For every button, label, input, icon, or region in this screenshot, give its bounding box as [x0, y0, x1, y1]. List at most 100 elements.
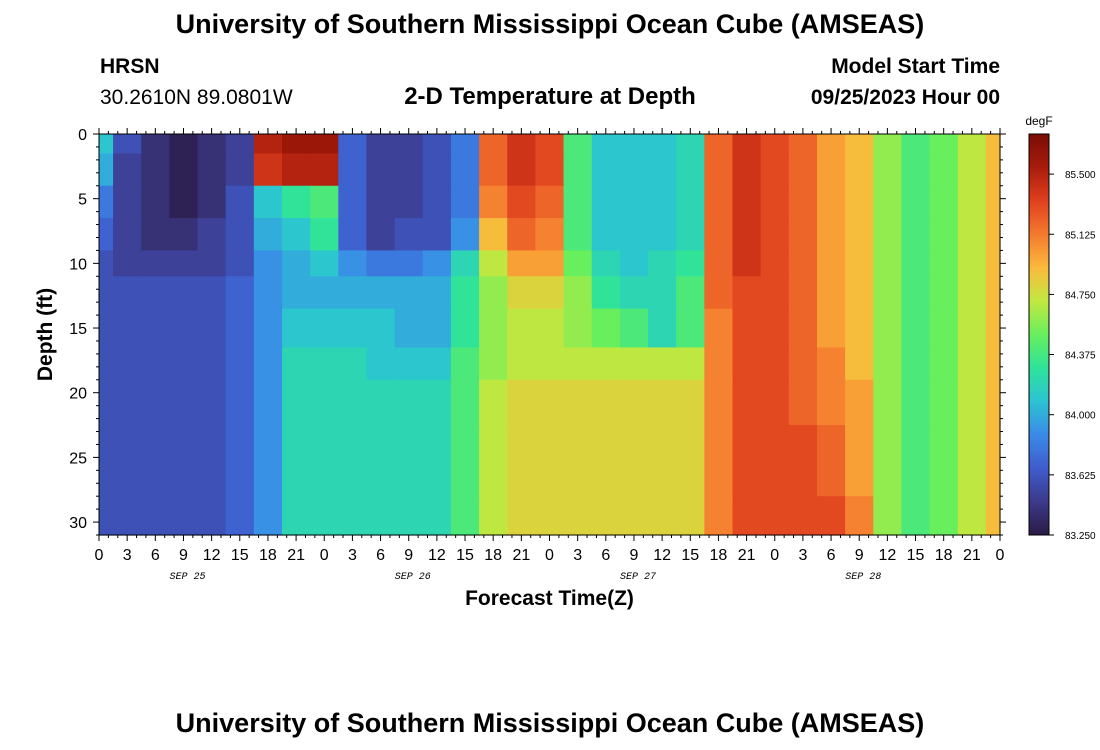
heatmap-cell	[704, 218, 734, 252]
footer-title: University of Southern Mississippi Ocean…	[175, 708, 925, 738]
heatmap-cell	[507, 185, 537, 219]
heatmap-cell	[704, 308, 734, 349]
heatmap-cell	[591, 185, 621, 219]
heatmap-cell	[985, 134, 1001, 154]
heatmap-cell	[676, 496, 705, 536]
heatmap-cell	[169, 153, 199, 187]
heatmap-cell	[99, 276, 114, 310]
heatmap-cell	[845, 347, 874, 381]
heatmap-cell	[676, 276, 705, 310]
heatmap-cell	[873, 185, 903, 219]
heatmap-cell	[338, 153, 368, 187]
heatmap-cell	[366, 250, 396, 277]
heatmap-cell	[310, 276, 339, 310]
heatmap-cell	[310, 425, 339, 497]
heatmap-cell	[563, 347, 593, 381]
heatmap-cell	[929, 308, 959, 349]
heatmap-cell	[648, 218, 677, 252]
heatmap-cell	[985, 153, 1001, 187]
heatmap-cell	[788, 153, 818, 187]
page-title: University of Southern Mississippi Ocean…	[175, 9, 925, 39]
heatmap-cell	[253, 379, 283, 426]
heatmap-cell	[619, 153, 649, 187]
heatmap-cell	[253, 276, 283, 310]
model-start-value: 09/25/2023 Hour 00	[810, 86, 1000, 109]
heatmap-cell	[253, 496, 283, 536]
heatmap-cell	[901, 425, 931, 497]
heatmap-cell	[929, 250, 959, 277]
heatmap-cell	[873, 276, 903, 310]
heatmap-cell	[563, 496, 593, 536]
heatmap-cell	[282, 218, 311, 252]
date-label: SEP 27	[620, 572, 656, 583]
heatmap-cell	[225, 250, 255, 277]
heatmap-cell	[197, 276, 227, 310]
heatmap-cell	[816, 250, 846, 277]
heatmap-cell	[957, 218, 987, 252]
heatmap-cell	[760, 153, 790, 187]
heatmap-cell	[141, 276, 170, 310]
heatmap-cell	[816, 425, 846, 497]
x-tick-label: 9	[404, 547, 413, 564]
x-tick-label: 0	[95, 547, 104, 564]
y-tick-label: 25	[69, 450, 87, 467]
heatmap-cell	[591, 250, 621, 277]
heatmap-cell	[197, 218, 227, 252]
heatmap-cell	[535, 347, 565, 381]
colorbar-tick-label: 85.125	[1065, 230, 1096, 241]
x-tick-label: 15	[231, 547, 249, 564]
x-tick-label: 12	[428, 547, 446, 564]
heatmap-cell	[338, 218, 368, 252]
heatmap-cell	[366, 379, 396, 426]
heatmap-cell	[366, 308, 396, 349]
x-tick-label: 12	[653, 547, 671, 564]
heatmap-cell	[648, 153, 677, 187]
x-axis-title: Forecast Time(Z)	[465, 587, 634, 610]
heatmap-cell	[422, 134, 452, 154]
heatmap-cell	[338, 134, 368, 154]
heatmap-cell	[113, 153, 142, 187]
heatmap-cell	[788, 250, 818, 277]
heatmap-cell	[901, 308, 931, 349]
heatmap-cell	[816, 347, 846, 381]
heatmap-cell	[563, 379, 593, 426]
heatmap-cell	[394, 379, 424, 426]
colorbar-tick-label: 85.500	[1065, 170, 1096, 181]
heatmap-cell	[591, 276, 621, 310]
heatmap-cell	[845, 134, 874, 154]
heatmap-cell	[169, 308, 199, 349]
heatmap-cell	[169, 185, 199, 219]
heatmap-cell	[507, 276, 537, 310]
heatmap-cell	[479, 425, 508, 497]
heatmap-cell	[169, 496, 199, 536]
x-tick-label: 6	[827, 547, 836, 564]
heatmap-cell	[422, 218, 452, 252]
heatmap-cell	[957, 496, 987, 536]
heatmap-cell	[141, 425, 170, 497]
heatmap-cell	[985, 496, 1001, 536]
heatmap-cell	[591, 425, 621, 497]
heatmap-cell	[366, 496, 396, 536]
heatmap-cell	[704, 276, 734, 310]
heatmap-cell	[141, 379, 170, 426]
heatmap-cell	[253, 308, 283, 349]
x-tick-label: 3	[573, 547, 582, 564]
heatmap-cell	[732, 185, 762, 219]
heatmap-cell	[366, 425, 396, 497]
colorbar-unit: degF	[1025, 114, 1052, 128]
heatmap-cell	[310, 250, 339, 277]
heatmap-cell	[732, 347, 762, 381]
heatmap-cell	[957, 425, 987, 497]
x-tick-label: 12	[878, 547, 896, 564]
heatmap-cell	[676, 250, 705, 277]
heatmap-cell	[732, 250, 762, 277]
heatmap-cell	[99, 153, 114, 187]
heatmap-cell	[676, 185, 705, 219]
heatmap-cell	[845, 153, 874, 187]
heatmap-cell	[760, 347, 790, 381]
heatmap-cell	[985, 250, 1001, 277]
heatmap-cell	[732, 276, 762, 310]
heatmap-cell	[929, 347, 959, 381]
heatmap-cell	[338, 347, 368, 381]
heatmap-cell	[394, 134, 424, 154]
